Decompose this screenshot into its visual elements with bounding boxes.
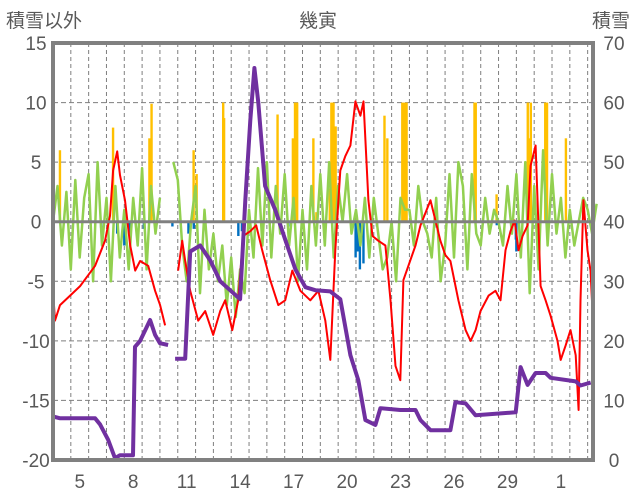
right-y-tick-label: 60 bbox=[603, 94, 624, 115]
precipitation-bar bbox=[473, 102, 476, 222]
precipitation-bar bbox=[544, 102, 547, 222]
precipitation-bar bbox=[383, 115, 386, 222]
negative-bar bbox=[123, 221, 126, 246]
precipitation-bar bbox=[295, 102, 299, 222]
snow-depth-series-line bbox=[52, 66, 592, 461]
right-y-tick-label: 30 bbox=[603, 272, 624, 293]
plot-frame bbox=[51, 41, 595, 462]
left-y-tick-label: 10 bbox=[25, 94, 46, 115]
negative-bar bbox=[356, 221, 359, 252]
right-y-tick-label: 50 bbox=[603, 153, 624, 174]
precipitation-bar bbox=[58, 150, 62, 222]
right-y-tick-label: 0 bbox=[609, 451, 620, 472]
precipitation-bar bbox=[401, 102, 404, 222]
x-tick-label: 14 bbox=[230, 472, 252, 493]
precipitation-bar bbox=[527, 138, 531, 222]
negative-bar bbox=[362, 221, 365, 264]
left-axis-label: 積雪以外 bbox=[6, 10, 82, 32]
left-y-tick-label: 5 bbox=[31, 153, 42, 174]
left-y-tick-label: -5 bbox=[28, 272, 45, 293]
negative-bar bbox=[171, 221, 174, 227]
x-tick-label: 1 bbox=[556, 472, 567, 493]
plot-border bbox=[51, 41, 595, 462]
precipitation-bar bbox=[495, 194, 498, 222]
precipitation-bar bbox=[330, 102, 333, 222]
x-tick-label: 5 bbox=[74, 472, 85, 493]
precipitation-bar bbox=[334, 126, 337, 222]
precipitation-bar bbox=[192, 150, 195, 222]
right-y-tick-label: 70 bbox=[603, 34, 624, 55]
precipitation-bar bbox=[276, 114, 279, 222]
x-tick-label: 29 bbox=[497, 472, 518, 493]
precipitation-bar bbox=[403, 102, 406, 222]
negative-bar bbox=[192, 221, 195, 229]
negative-bar bbox=[354, 221, 357, 258]
chart-title: 幾寅 bbox=[299, 10, 337, 32]
left-y-tick-label: -10 bbox=[22, 332, 49, 353]
x-tick-label: 23 bbox=[390, 472, 411, 493]
wind-series-line bbox=[51, 148, 598, 319]
right-y-tick-label: 40 bbox=[603, 213, 624, 234]
negative-bar bbox=[237, 221, 240, 237]
precipitation-bar bbox=[545, 102, 549, 222]
precipitation-bar bbox=[386, 138, 389, 222]
precipitation-bar bbox=[148, 138, 151, 222]
right-y-tick-label: 20 bbox=[603, 332, 624, 353]
x-tick-label: 17 bbox=[283, 472, 304, 493]
negative-bar bbox=[128, 221, 131, 234]
precipitation-bar bbox=[474, 102, 477, 222]
x-tick-label: 26 bbox=[443, 472, 464, 493]
left-y-tick-label: -20 bbox=[22, 451, 49, 472]
precipitation-bar bbox=[332, 102, 335, 222]
precipitation-bar bbox=[150, 103, 153, 222]
precipitation-bar bbox=[315, 212, 318, 222]
lines-layer bbox=[51, 66, 598, 461]
precipitation-bar bbox=[405, 102, 408, 222]
left-y-tick-label: 15 bbox=[25, 34, 46, 55]
precipitation-bar bbox=[564, 138, 568, 222]
left-y-tick-label: 0 bbox=[31, 213, 42, 234]
x-tick-label: 8 bbox=[128, 472, 139, 493]
temperature-series-line bbox=[52, 100, 594, 411]
negative-bar bbox=[495, 221, 498, 226]
precipitation-bar bbox=[293, 102, 297, 222]
x-tick-label: 20 bbox=[336, 472, 357, 493]
precipitation-bar bbox=[222, 118, 226, 222]
negative-bar bbox=[187, 221, 190, 234]
precipitation-bar bbox=[328, 188, 331, 222]
precipitation-bar bbox=[291, 138, 295, 222]
x-tick-label: 11 bbox=[177, 472, 197, 493]
precipitation-bar bbox=[312, 138, 315, 222]
right-axis-label: 積雪 bbox=[592, 10, 630, 32]
bars-layer bbox=[58, 102, 568, 270]
negative-bar bbox=[240, 221, 244, 232]
right-y-tick-label: 10 bbox=[603, 391, 624, 412]
left-y-tick-label: -15 bbox=[22, 391, 49, 412]
